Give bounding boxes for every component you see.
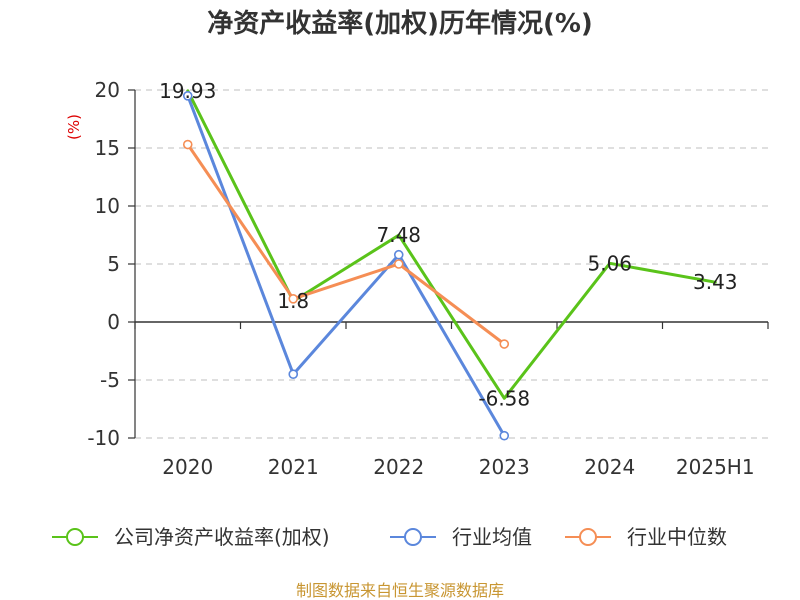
- x-tick-label: 2021: [268, 455, 319, 479]
- series-lines: [186, 89, 717, 438]
- y-tick-label: 10: [95, 194, 120, 218]
- series-marker-1: [499, 430, 510, 441]
- x-tick-label: 2023: [479, 455, 530, 479]
- legend-label-1: 行业均值: [452, 525, 532, 549]
- y-tick-label: -5: [100, 368, 120, 392]
- series-marker-2: [288, 293, 299, 304]
- y-tick-label: -10: [87, 426, 120, 450]
- data-label: 7.48: [376, 223, 421, 247]
- legend-marker-2: [579, 528, 597, 546]
- series-marker-2: [182, 139, 193, 150]
- series-line-1: [186, 94, 506, 438]
- data-label: 3.43: [693, 270, 738, 294]
- y-tick-label: 0: [107, 310, 120, 334]
- x-tick-label: 2022: [373, 455, 424, 479]
- legend-label-0: 公司净资产收益率(加权): [114, 525, 330, 549]
- series-markers: [182, 91, 510, 441]
- series-marker-1: [393, 249, 404, 260]
- x-tick-label: 2024: [584, 455, 635, 479]
- data-label: 19.93: [159, 79, 216, 103]
- data-label: -6.58: [478, 386, 530, 410]
- legend-marker-0: [66, 528, 84, 546]
- data-labels: 19.93 1.8 7.48 -6.58 5.06 3.43: [159, 79, 737, 411]
- series-marker-2: [393, 259, 404, 269]
- chart-title: 净资产收益率(加权)历年情况(%): [207, 8, 593, 39]
- legend-label-2: 行业中位数: [627, 525, 727, 549]
- legend-marker-1: [404, 528, 422, 546]
- gridlines: [135, 89, 768, 439]
- y-axis-label: (%): [65, 114, 83, 140]
- series-marker-1: [182, 91, 193, 101]
- y-tick-label: 20: [95, 78, 120, 102]
- y-tick-label: 15: [95, 136, 120, 160]
- y-tick-label: 5: [107, 252, 120, 276]
- legend: 公司净资产收益率(加权) 行业均值 行业中位数: [52, 525, 727, 549]
- data-label: 5.06: [587, 251, 632, 275]
- x-tick-label: 2020: [162, 455, 213, 479]
- series-marker-1: [288, 369, 299, 380]
- series-line-2: [186, 143, 506, 346]
- data-label: 1.8: [277, 289, 309, 313]
- source-footer: 制图数据来自恒生聚源数据库: [296, 581, 504, 600]
- x-tick-label: 2025H1: [676, 455, 755, 479]
- series-marker-2: [499, 339, 510, 349]
- series-line-0: [186, 89, 717, 400]
